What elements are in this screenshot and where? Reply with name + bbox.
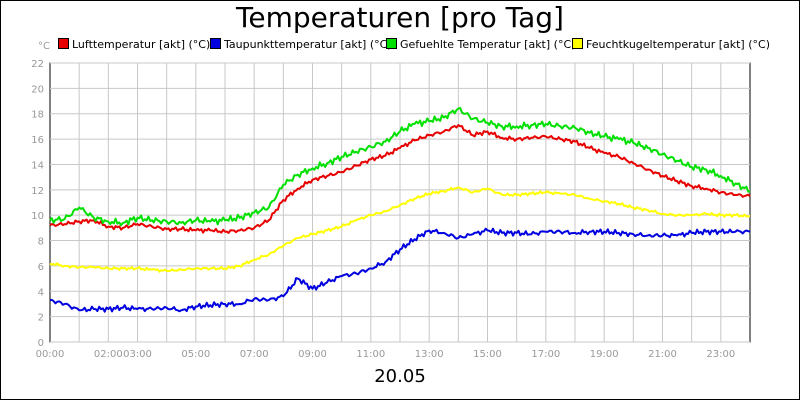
legend-swatch-gefuehlte-temperatur [386,38,397,49]
y-tick-label: 14 [31,160,44,171]
legend-item-feuchtkugeltemperatur: Feuchtkugeltemperatur [akt] (°C) [572,38,770,51]
legend-swatch-feuchtkugeltemperatur [572,38,583,49]
y-tick-label: 20 [31,84,44,95]
legend-swatch-taupunkttemperatur [210,38,221,49]
y-tick-label: 22 [31,59,44,70]
x-tick-label: 23:00 [706,349,735,360]
legend-item-lufttemperatur: Lufttemperatur [akt] (°C) [58,38,210,51]
y-tick-label: 0 [38,338,44,349]
x-tick-label: 21:00 [648,349,677,360]
series-line-0 [49,124,751,234]
legend-label-feuchtkugeltemperatur: Feuchtkugeltemperatur [akt] (°C) [586,38,770,51]
y-axis-ticks: 0 2 4 6 8 10 12 14 16 18 20 22 [31,59,44,349]
x-tick-label: 07:00 [240,349,269,360]
legend-label-gefuehlte-temperatur: Gefuehlte Temperatur [akt] (°C) [400,38,576,51]
y-tick-label: 6 [38,262,44,273]
y-tick-label: 4 [38,287,44,298]
x-tick-label: 05:00 [181,349,210,360]
legend-item-gefuehlte-temperatur: Gefuehlte Temperatur [akt] (°C) [386,38,575,51]
x-tick-label: 15:00 [473,349,502,360]
legend-swatch-lufttemperatur [58,38,69,49]
x-tick-label: 13:00 [415,349,444,360]
y-tick-label: 16 [31,135,44,146]
legend-label-taupunkttemperatur: Taupunkttemperatur [akt] (°C) [224,38,392,51]
x-axis-ticks: 00:00 02:00 03:00 05:00 07:00 09:00 11:00 13:00… [36,349,736,360]
x-axis-date-label: 20.05 [374,366,426,387]
x-tick-label: 19:00 [590,349,619,360]
x-tick-label: 00:00 [36,349,65,360]
legend-label-lufttemperatur: Lufttemperatur [akt] (°C) [72,38,211,51]
series-lines [49,107,751,313]
y-tick-label: 12 [31,186,44,197]
x-tick-label: 09:00 [298,349,327,360]
chart-title: Temperaturen [pro Tag] [236,1,564,34]
series-line-1 [49,227,751,313]
series-line-2 [49,107,751,227]
series-line-3 [49,186,751,273]
y-tick-label: 18 [31,110,44,121]
x-tick-label: 11:00 [356,349,385,360]
legend-item-taupunkttemperatur: Taupunkttemperatur [akt] (°C) [210,38,392,51]
y-tick-label: 8 [38,237,44,248]
x-tick-label: 17:00 [531,349,560,360]
x-tick-label: 03:00 [123,349,152,360]
x-tick-label: 02:00 [94,349,123,360]
y-axis-unit: °C [38,41,50,52]
y-tick-label: 10 [31,211,44,222]
y-tick-label: 2 [38,313,44,324]
